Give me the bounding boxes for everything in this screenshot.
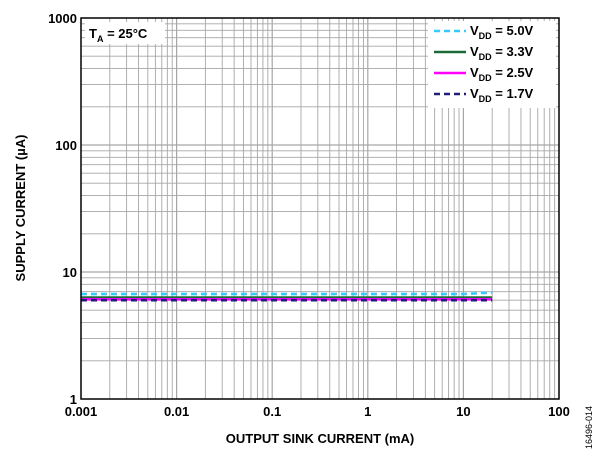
legend-label-1: VDD = 5.0V	[470, 23, 534, 41]
annotation-box	[85, 22, 165, 44]
x-tick-label: 0.01	[164, 404, 189, 419]
temperature-annotation: TA = 25°C	[89, 26, 148, 44]
y-tick-label: 1	[70, 392, 77, 407]
y-axis-title: SUPPLY CURRENT (µA)	[13, 135, 28, 282]
plot-frame	[80, 17, 560, 400]
grid	[81, 18, 559, 399]
series-lines	[81, 291, 493, 302]
y-tick-label: 10	[63, 265, 77, 280]
x-tick-label: 100	[548, 404, 570, 419]
y-tick-labels: 1 10 100 1000	[48, 11, 77, 407]
x-tick-label: 0.1	[263, 404, 281, 419]
x-tick-labels: 0.001 0.01 0.1 1 10 100	[65, 404, 570, 419]
x-axis-title: OUTPUT SINK CURRENT (mA)	[226, 431, 415, 446]
legend-label-4: VDD = 1.7V	[470, 86, 534, 104]
legend-label-3: VDD = 2.5V	[470, 65, 534, 83]
y-tick-label: 1000	[48, 11, 77, 26]
legend-label-2: VDD = 3.3V	[470, 44, 534, 62]
x-tick-label: 10	[456, 404, 470, 419]
x-tick-label: 1	[364, 404, 371, 419]
y-tick-label: 100	[55, 138, 77, 153]
x-tick-label: 0.001	[65, 404, 98, 419]
figure-code: 16496-014	[584, 406, 594, 449]
legend: VDD = 5.0V VDD = 3.3V VDD = 2.5V VDD = 1.7V	[434, 23, 534, 104]
